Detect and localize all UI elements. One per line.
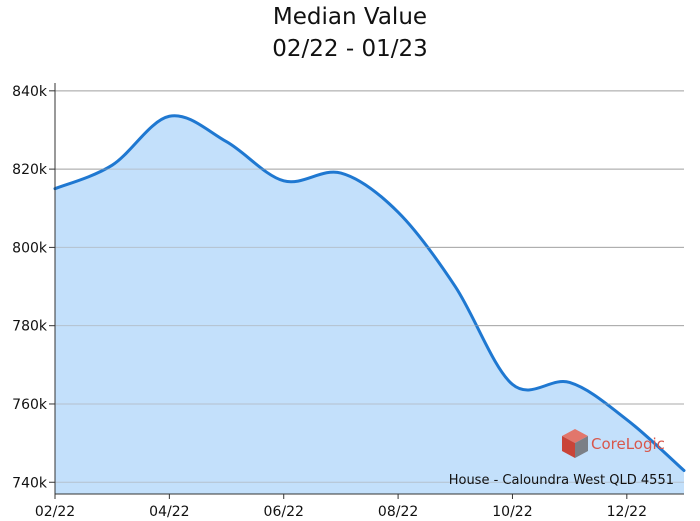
corelogic-logo: CoreLogic	[562, 429, 665, 458]
corelogic-cube-icon	[562, 429, 588, 458]
series-line	[53, 114, 686, 473]
x-axis-tick-labels: 02/22 04/22 06/22 08/22 10/22 12/22	[35, 504, 647, 520]
area-fill	[55, 115, 684, 495]
y-tick-label: 760k	[12, 397, 48, 413]
y-axis-tick-labels: 740k 760k 780k 800k 820k 840k	[12, 84, 48, 491]
chart-title: Median Value	[272, 4, 428, 30]
area-layer	[53, 114, 686, 495]
y-tick-label: 800k	[12, 240, 48, 256]
x-tick-label: 04/22	[149, 504, 189, 520]
x-tick-label: 10/22	[492, 504, 532, 520]
y-tick-label: 780k	[12, 319, 48, 335]
x-tick-label: 06/22	[264, 504, 304, 520]
chart-footnote: House - Caloundra West QLD 4551	[449, 473, 674, 488]
y-tick-label: 740k	[12, 475, 48, 491]
axes	[49, 83, 684, 499]
chart-subtitle: 02/22 - 01/23	[272, 36, 428, 62]
y-tick-label: 820k	[12, 162, 48, 178]
y-tick-label: 840k	[12, 84, 48, 100]
x-tick-label: 12/22	[607, 504, 647, 520]
x-tick-label: 08/22	[378, 504, 418, 520]
corelogic-wordmark: CoreLogic	[591, 435, 665, 453]
x-tick-label: 02/22	[35, 504, 75, 520]
grid-lines-overlay	[55, 90, 684, 483]
